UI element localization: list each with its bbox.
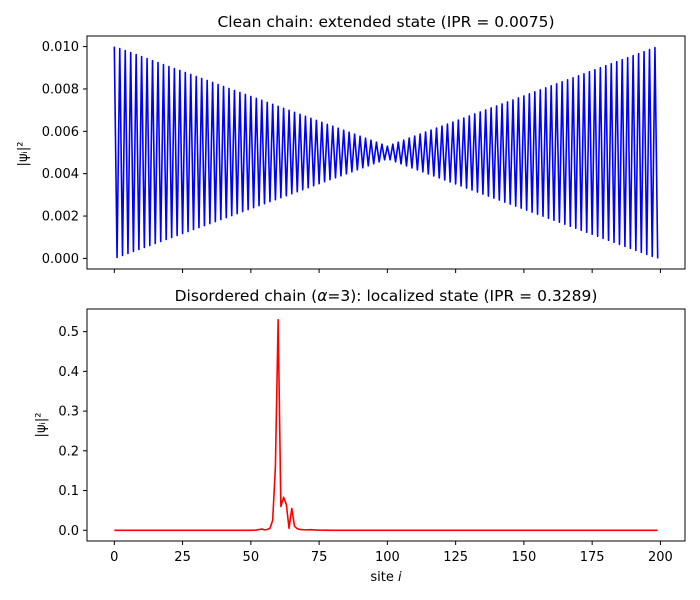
y-tick-label: 0.006 bbox=[42, 125, 79, 140]
y-tick-label: 0.2 bbox=[58, 444, 79, 459]
y-tick-label: 0.008 bbox=[42, 82, 79, 97]
x-tick-label: 75 bbox=[311, 550, 328, 565]
y-axis-label: |ψᵢ|² bbox=[34, 413, 49, 438]
clean-chain-panel: Clean chain: extended state (IPR = 0.007… bbox=[16, 13, 686, 273]
y-tick-label: 0.4 bbox=[58, 365, 79, 380]
axes-frame bbox=[86, 35, 686, 270]
x-ticks bbox=[113, 269, 661, 273]
x-tick-label: 50 bbox=[243, 550, 260, 565]
x-tick-label: 0 bbox=[110, 550, 118, 565]
y-tick-label: 0.3 bbox=[58, 405, 79, 420]
y-ticks: 0.000 0.002 0.004 0.006 0.008 0.010 bbox=[42, 40, 87, 267]
y-tick-label: 0.004 bbox=[42, 167, 79, 182]
axes-frame bbox=[86, 308, 686, 542]
y-tick-label: 0.1 bbox=[58, 484, 79, 499]
x-tick-label: 25 bbox=[174, 550, 191, 565]
plot-area bbox=[113, 46, 659, 259]
x-ticks: 0 25 50 75 100 125 150 175 200 bbox=[110, 541, 673, 565]
x-tick-label: 200 bbox=[648, 550, 673, 565]
series-line bbox=[114, 318, 658, 532]
panel-title: Clean chain: extended state (IPR = 0.007… bbox=[217, 13, 554, 31]
y-axis-label: |ψᵢ|² bbox=[16, 142, 31, 167]
y-tick-label: 0.002 bbox=[42, 210, 79, 225]
x-axis-label: site i bbox=[370, 570, 402, 585]
x-tick-label: 150 bbox=[511, 550, 536, 565]
y-tick-label: 0.0 bbox=[58, 524, 79, 539]
y-tick-label: 0.000 bbox=[42, 252, 79, 267]
panel-title: Disordered chain (α=3): localized state … bbox=[175, 287, 598, 305]
x-tick-label: 100 bbox=[375, 550, 400, 565]
disordered-chain-panel: Disordered chain (α=3): localized state … bbox=[34, 287, 686, 585]
y-ticks: 0.0 0.1 0.2 0.3 0.4 0.5 bbox=[58, 325, 87, 539]
y-tick-label: 0.5 bbox=[58, 325, 79, 340]
x-tick-label: 175 bbox=[580, 550, 605, 565]
y-tick-label: 0.010 bbox=[42, 40, 79, 55]
plot-area bbox=[114, 318, 658, 532]
series-line bbox=[113, 46, 659, 259]
x-tick-label: 125 bbox=[443, 550, 468, 565]
